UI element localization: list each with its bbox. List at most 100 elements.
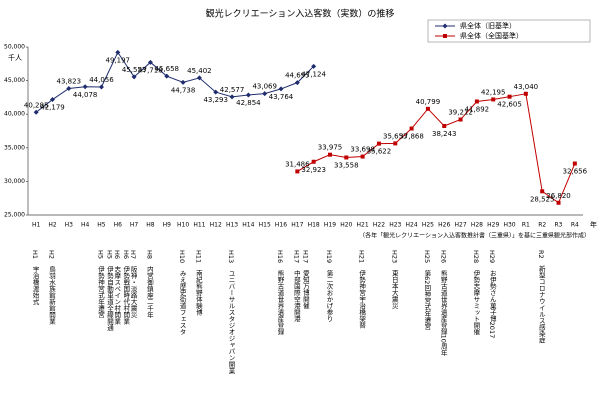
x-tick-label: H10 (177, 222, 189, 229)
annotation: H1 宇治橋渡始式 (31, 250, 39, 305)
legend-label: 県全体（全国基準） (460, 31, 523, 40)
annotation-text: 熊野古道世界遺産登録 (276, 269, 284, 335)
point (82, 84, 88, 90)
x-tick-label: H13 (226, 222, 238, 229)
x-tick-label: H20 (340, 222, 352, 229)
data-label: 41,892 (465, 105, 490, 113)
point (360, 154, 365, 159)
annotation-year: H6 (112, 250, 121, 260)
x-tick-label: H22 (373, 222, 385, 229)
data-label: 45,658 (155, 65, 180, 73)
data-label: 28,525 (530, 195, 555, 203)
annotation-text: 中部国際空港開港 (292, 269, 301, 322)
x-tick-label: R3 (555, 222, 563, 229)
point (164, 73, 170, 79)
point (131, 74, 137, 80)
point (474, 99, 479, 104)
annotation: H16 熊野古道世界遺産登録 (276, 250, 284, 335)
point (295, 169, 300, 174)
legend-label: 県全体（旧基準） (460, 21, 516, 30)
annotation: H11 南紀熊野体験博 (194, 250, 202, 315)
y-tick-label: 50,000 (4, 44, 25, 51)
point (33, 109, 39, 115)
annotation-year: R2 (537, 250, 546, 259)
data-label: 38,243 (432, 130, 457, 138)
data-label: 31,486 (285, 160, 310, 168)
data-label: 44,738 (171, 86, 196, 94)
data-label: 32,656 (563, 168, 588, 176)
annotation-text: 伊勢志摩サミット開催 (471, 269, 480, 335)
data-label: 43,823 (57, 78, 82, 86)
data-label: 42,854 (236, 99, 261, 107)
annotation-year: H17 (292, 250, 301, 264)
point (196, 75, 202, 81)
annotation: H13 ユニバーサルスタジオジャパン開業 (227, 250, 235, 374)
data-label: 45,402 (187, 67, 212, 75)
x-tick-label: R2 (538, 222, 546, 229)
x-tick-label: H14 (242, 222, 254, 229)
annotation-text: 伊勢戦国時代村開業 (121, 265, 130, 325)
point (262, 91, 268, 97)
x-unit: 年 (590, 220, 597, 229)
annotation: H8 内宮御鎮座二千年 (145, 250, 153, 318)
x-tick-label: H26 (438, 222, 450, 229)
annotation: H17 愛知万博開催 (301, 250, 309, 309)
annotation-year: H5 (105, 250, 114, 260)
y-tick-label: 35,000 (4, 144, 25, 151)
annotation-text: 新型コロナウイルス感染症 (537, 265, 546, 344)
data-label: 37,868 (399, 133, 424, 141)
annotation-text: 愛知万博開催 (301, 269, 310, 309)
annotation-text: 鳥羽水族館新館開業 (47, 265, 56, 325)
point (393, 141, 398, 146)
x-tick-label: H4 (81, 222, 90, 229)
point (572, 161, 577, 166)
point (458, 117, 463, 122)
data-label: 44,695 (285, 72, 310, 80)
data-label: 45,553 (122, 66, 147, 74)
x-tick-label: H21 (357, 222, 369, 229)
x-tick-label: H9 (163, 222, 172, 229)
point (278, 86, 284, 92)
data-label: 47,718 (138, 66, 163, 74)
annotation-year: H28 (471, 250, 480, 264)
point (245, 92, 251, 98)
annotation-year: H25 (422, 250, 431, 264)
annotation-text: 伊勢自動車道全線開通 (105, 265, 114, 331)
annotation-text: みえ歴史街道フェスタ (178, 269, 187, 335)
point (507, 94, 512, 99)
point (540, 189, 545, 194)
x-tick-label: H7 (130, 222, 139, 229)
x-tick-label: H5 (97, 222, 106, 229)
point (443, 34, 447, 38)
point (327, 152, 332, 157)
annotation: H5 伊勢自動車道全線開通 (105, 250, 113, 331)
point (180, 79, 186, 85)
point (442, 23, 448, 29)
x-tick-label: H11 (193, 222, 205, 229)
legend-box (427, 19, 591, 43)
annotation-year: H19 (324, 250, 333, 264)
y-tick-label: 45,000 (4, 77, 25, 84)
data-label: 42,605 (497, 101, 522, 109)
x-tick-label: R4 (571, 222, 579, 229)
annotation-year: H11 (194, 250, 203, 264)
annotation-year: H10 (178, 250, 187, 264)
annotation-year: H6 (121, 250, 130, 260)
x-tick-label: H12 (210, 222, 222, 229)
annotation: H23 東日本大震災 (390, 250, 398, 309)
x-tick-label: H30 (503, 222, 515, 229)
annotation-year: H29 (488, 250, 497, 264)
x-tick-label: H28 (471, 222, 483, 229)
point (213, 89, 219, 95)
data-label: 32,923 (301, 166, 326, 174)
annotation-year: H17 (301, 250, 310, 264)
point (311, 159, 316, 164)
annotation-text: 南紀熊野体験博 (194, 269, 203, 316)
annotation: H25 第62回神宮式年遷宮 (423, 250, 431, 330)
annotation-text: 伊勢神宮宇治橋架替 (357, 269, 366, 329)
data-label: 35,653 (383, 132, 408, 140)
annotation-text: 熊野古道世界遺産登録10周年 (439, 269, 448, 356)
annotation-text: 第62回神宮式年遷宮 (422, 269, 431, 330)
x-tick-label: H25 (422, 222, 434, 229)
